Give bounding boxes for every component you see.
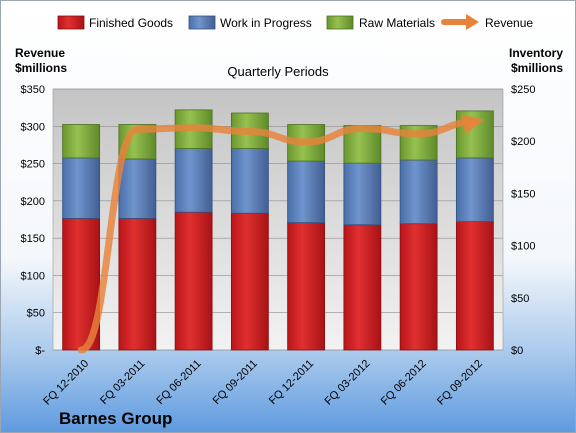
right-axis-title-line-2: $millions bbox=[511, 61, 563, 75]
bar-work-in-progress bbox=[399, 159, 438, 225]
x-tick-label: FQ 09-2012 bbox=[435, 358, 485, 408]
bar-finished-goods bbox=[455, 221, 494, 351]
left-tick-label: $300 bbox=[21, 121, 45, 133]
x-tick-label: FQ 09-2011 bbox=[211, 358, 260, 407]
bar-work-in-progress bbox=[343, 162, 382, 226]
legend-label-work-in-progress: Work in Progress bbox=[220, 16, 312, 30]
bar-work-in-progress bbox=[174, 148, 213, 213]
left-tick-label: $100 bbox=[21, 270, 45, 282]
bar-work-in-progress bbox=[455, 157, 494, 222]
bar-finished-goods bbox=[118, 218, 157, 351]
right-tick-label: $200 bbox=[511, 136, 535, 148]
right-tick-label: $0 bbox=[511, 345, 523, 357]
left-axis-title-line-2: $millions bbox=[15, 61, 67, 75]
bar-finished-goods bbox=[287, 222, 326, 351]
x-tick-label: FQ 12-2010 bbox=[41, 358, 91, 408]
bar-work-in-progress bbox=[62, 157, 101, 219]
right-tick-label: $150 bbox=[511, 188, 535, 200]
legend: Finished Goods Work in Progress Raw Mate… bbox=[57, 14, 533, 30]
bar-raw-materials bbox=[62, 124, 101, 159]
right-tick-label: $50 bbox=[511, 293, 529, 305]
legend-item-finished-goods: Finished Goods bbox=[57, 15, 173, 30]
x-tick-label: FQ 12-2011 bbox=[267, 358, 316, 407]
left-axis-title-line-1: Revenue bbox=[15, 46, 65, 60]
legend-item-revenue: Revenue bbox=[441, 14, 533, 30]
left-tick-label: $350 bbox=[21, 84, 45, 96]
bar-work-in-progress bbox=[287, 160, 326, 224]
legend-item-raw-materials: Raw Materials bbox=[326, 15, 435, 30]
x-axis-ticks: FQ 12-2010 FQ 03-2011 FQ 06-2011 FQ 09-2011… bbox=[41, 358, 485, 408]
legend-item-work-in-progress: Work in Progress bbox=[188, 15, 312, 30]
revenue-arrowhead-icon bbox=[466, 14, 479, 30]
bar-finished-goods bbox=[343, 224, 382, 351]
legend-label-raw-materials: Raw Materials bbox=[359, 16, 435, 30]
left-tick-label: $- bbox=[35, 345, 45, 357]
bar-finished-goods bbox=[174, 211, 213, 351]
x-tick-label: FQ 06-2011 bbox=[154, 358, 203, 407]
bar-finished-goods bbox=[230, 212, 269, 351]
bar-work-in-progress bbox=[230, 148, 269, 214]
left-tick-label: $50 bbox=[27, 308, 45, 320]
legend-label-finished-goods: Finished Goods bbox=[89, 16, 173, 30]
bar-finished-goods bbox=[399, 223, 438, 351]
revenue-line bbox=[77, 118, 479, 354]
left-tick-label: $150 bbox=[21, 233, 45, 245]
left-tick-label: $250 bbox=[21, 159, 45, 171]
right-tick-label: $100 bbox=[511, 241, 535, 253]
x-tick-label: FQ 03-2012 bbox=[323, 358, 373, 408]
bar-work-in-progress bbox=[118, 158, 157, 219]
chart-title: Quarterly Periods bbox=[227, 64, 329, 79]
revenue-line-group bbox=[77, 114, 485, 354]
x-tick-label: FQ 06-2012 bbox=[379, 358, 429, 408]
left-tick-label: $200 bbox=[21, 196, 45, 208]
right-tick-label: $250 bbox=[511, 84, 535, 96]
right-axis-title-line-1: Inventory bbox=[509, 46, 563, 60]
left-axis-ticks: $- $50 $100 $150 $200 $250 $300 $350 bbox=[21, 84, 46, 357]
revenue-arrowhead bbox=[461, 114, 485, 135]
legend-label-revenue: Revenue bbox=[485, 16, 533, 30]
right-axis-ticks: $0 $50 $100 $150 $200 $250 bbox=[511, 84, 535, 357]
x-tick-label: FQ 03-2011 bbox=[98, 358, 147, 407]
brand-label: Barnes Group bbox=[59, 409, 172, 428]
